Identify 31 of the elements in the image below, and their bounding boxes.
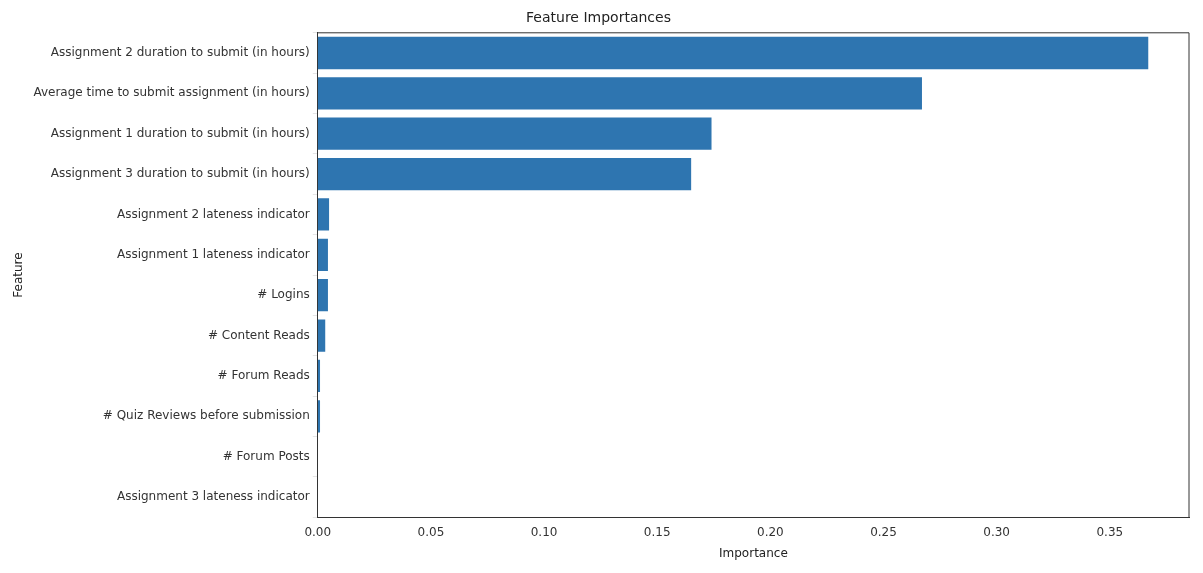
y-tick-label: Assignment 3 lateness indicator — [116, 489, 310, 504]
x-tick-label: 0.00 — [304, 524, 332, 539]
y-tick-label: # Content Reads — [207, 327, 310, 342]
y-tick-label: # Quiz Reviews before submission — [102, 408, 310, 423]
y-axis-title: Feature — [11, 252, 26, 298]
bar — [317, 117, 712, 150]
y-tick-label: Assignment 2 duration to submit (in hours) — [50, 45, 310, 60]
x-tick-label: 0.15 — [643, 524, 671, 539]
x-tick-label: 0.05 — [417, 524, 445, 539]
bar — [317, 319, 326, 352]
y-tick-label: # Forum Posts — [222, 448, 310, 463]
bar — [317, 77, 922, 110]
x-tick-label: 0.25 — [870, 524, 897, 539]
y-tick-label: # Logins — [257, 287, 310, 302]
bar — [317, 36, 1149, 70]
bar — [317, 238, 328, 271]
x-tick-label: 0.30 — [983, 524, 1011, 539]
chart-title: Feature Importances — [526, 9, 671, 26]
x-tick-label: 0.35 — [1096, 524, 1124, 539]
y-tick-label: Assignment 2 lateness indicator — [116, 206, 310, 221]
y-tick-label: Average time to submit assignment (in hours) — [33, 85, 310, 100]
y-tick-label: Assignment 3 duration to submit (in hours) — [50, 166, 310, 181]
x-tick-label: 0.10 — [530, 524, 558, 539]
x-tick-label: 0.20 — [756, 524, 784, 539]
bar — [317, 279, 328, 312]
x-axis-title: Importance — [719, 545, 788, 560]
bar — [317, 198, 330, 231]
y-tick-label: Assignment 1 duration to submit (in hours) — [50, 125, 310, 140]
y-tick-label: # Forum Reads — [217, 368, 310, 383]
bar — [317, 157, 692, 191]
y-tick-label: Assignment 1 lateness indicator — [116, 246, 310, 261]
